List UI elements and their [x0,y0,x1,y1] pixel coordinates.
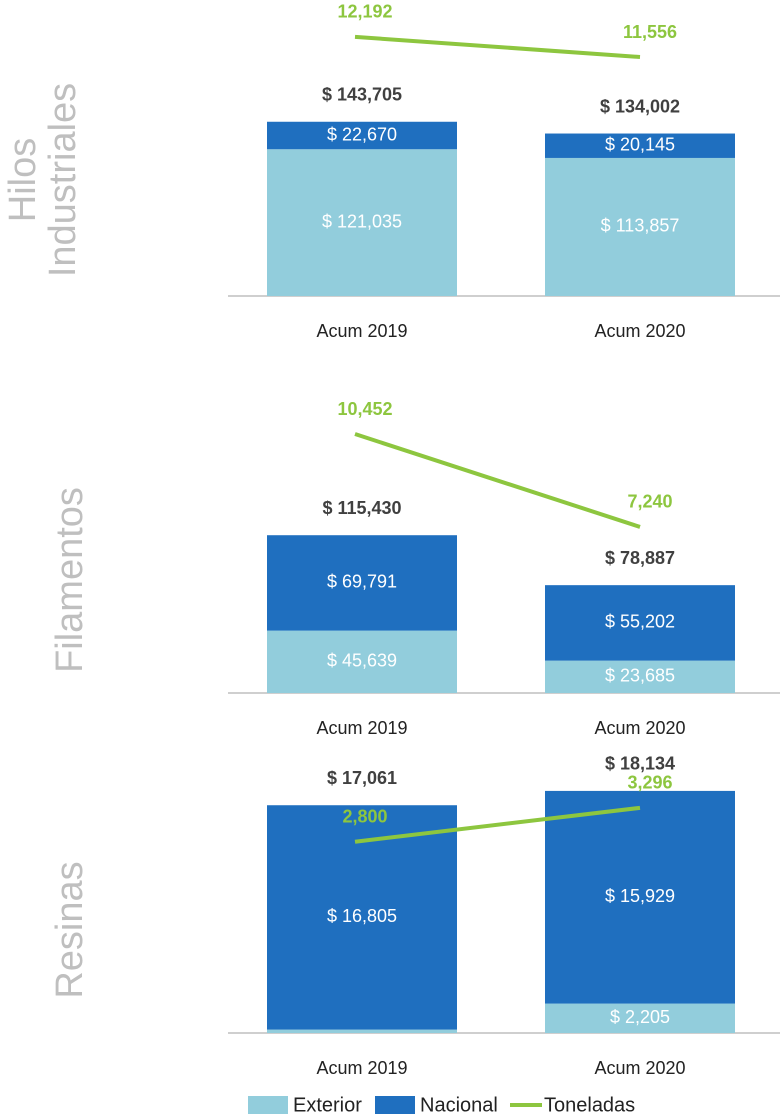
bar-value-label: $ 45,639 [327,651,397,671]
total-label: $ 78,887 [605,548,675,568]
line-value-label: 3,296 [627,773,672,793]
line-series [354,34,641,59]
legend-label: Nacional [420,1094,498,1116]
bar-value-label: $ 2,205 [610,1007,670,1027]
x-tick-label: Acum 2019 [316,1058,407,1078]
bar-segment [267,149,457,296]
bar-value-label: $ 22,670 [327,124,397,144]
line-value-label: 12,192 [337,2,392,22]
line-series [354,432,641,529]
bar-segment [267,121,457,150]
total-label: $ 115,430 [322,498,401,518]
bar-segment [267,1029,457,1033]
bar-value-label: $ 20,145 [605,134,675,154]
bar-segment [545,157,735,296]
bar-segment [545,790,735,1004]
bar-segment [545,133,735,158]
panel-title: Filamentos [49,487,91,673]
legend-label: Toneladas [544,1094,635,1116]
bar-value-label: $ 69,791 [327,572,397,592]
bar-value-label: $ 15,929 [605,886,675,906]
panel-title-line: Industriales [42,83,84,277]
line-value-label: 2,800 [342,806,387,826]
line-series [354,805,641,844]
x-tick-label: Acum 2019 [316,718,407,738]
bar-segment [545,660,735,693]
panel-title: Resinas [49,861,91,998]
bar-value-label: $ 121,035 [322,211,402,231]
line-value-label: 7,240 [627,492,672,512]
legend-swatch [248,1096,288,1114]
bar-value-label: $ 55,202 [605,612,675,632]
bar-segment [267,535,457,631]
bar-segment [545,585,735,661]
legend-swatch [375,1096,415,1114]
total-label: $ 17,061 [327,768,397,788]
line-value-label: 10,452 [337,399,392,419]
x-tick-label: Acum 2020 [594,1058,685,1078]
bar-value-label: $ 113,857 [601,216,680,236]
bar-segment [545,1003,735,1033]
x-tick-label: Acum 2020 [594,718,685,738]
panel-title-line: Resinas [49,861,91,998]
bar-segment [267,630,457,693]
panel-title-line: Hilos [2,138,44,222]
bar-value-label: $ 16,805 [327,906,397,926]
bar-value-label: $ 23,685 [605,666,675,686]
panel-title-line: Filamentos [49,487,91,673]
total-label: $ 134,002 [600,96,680,116]
total-label: $ 18,134 [605,754,675,774]
line-value-label: 11,556 [623,22,677,42]
x-tick-label: Acum 2020 [594,321,685,341]
x-tick-label: Acum 2019 [316,321,407,341]
legend-label: Exterior [293,1094,362,1116]
total-label: $ 143,705 [322,85,402,105]
